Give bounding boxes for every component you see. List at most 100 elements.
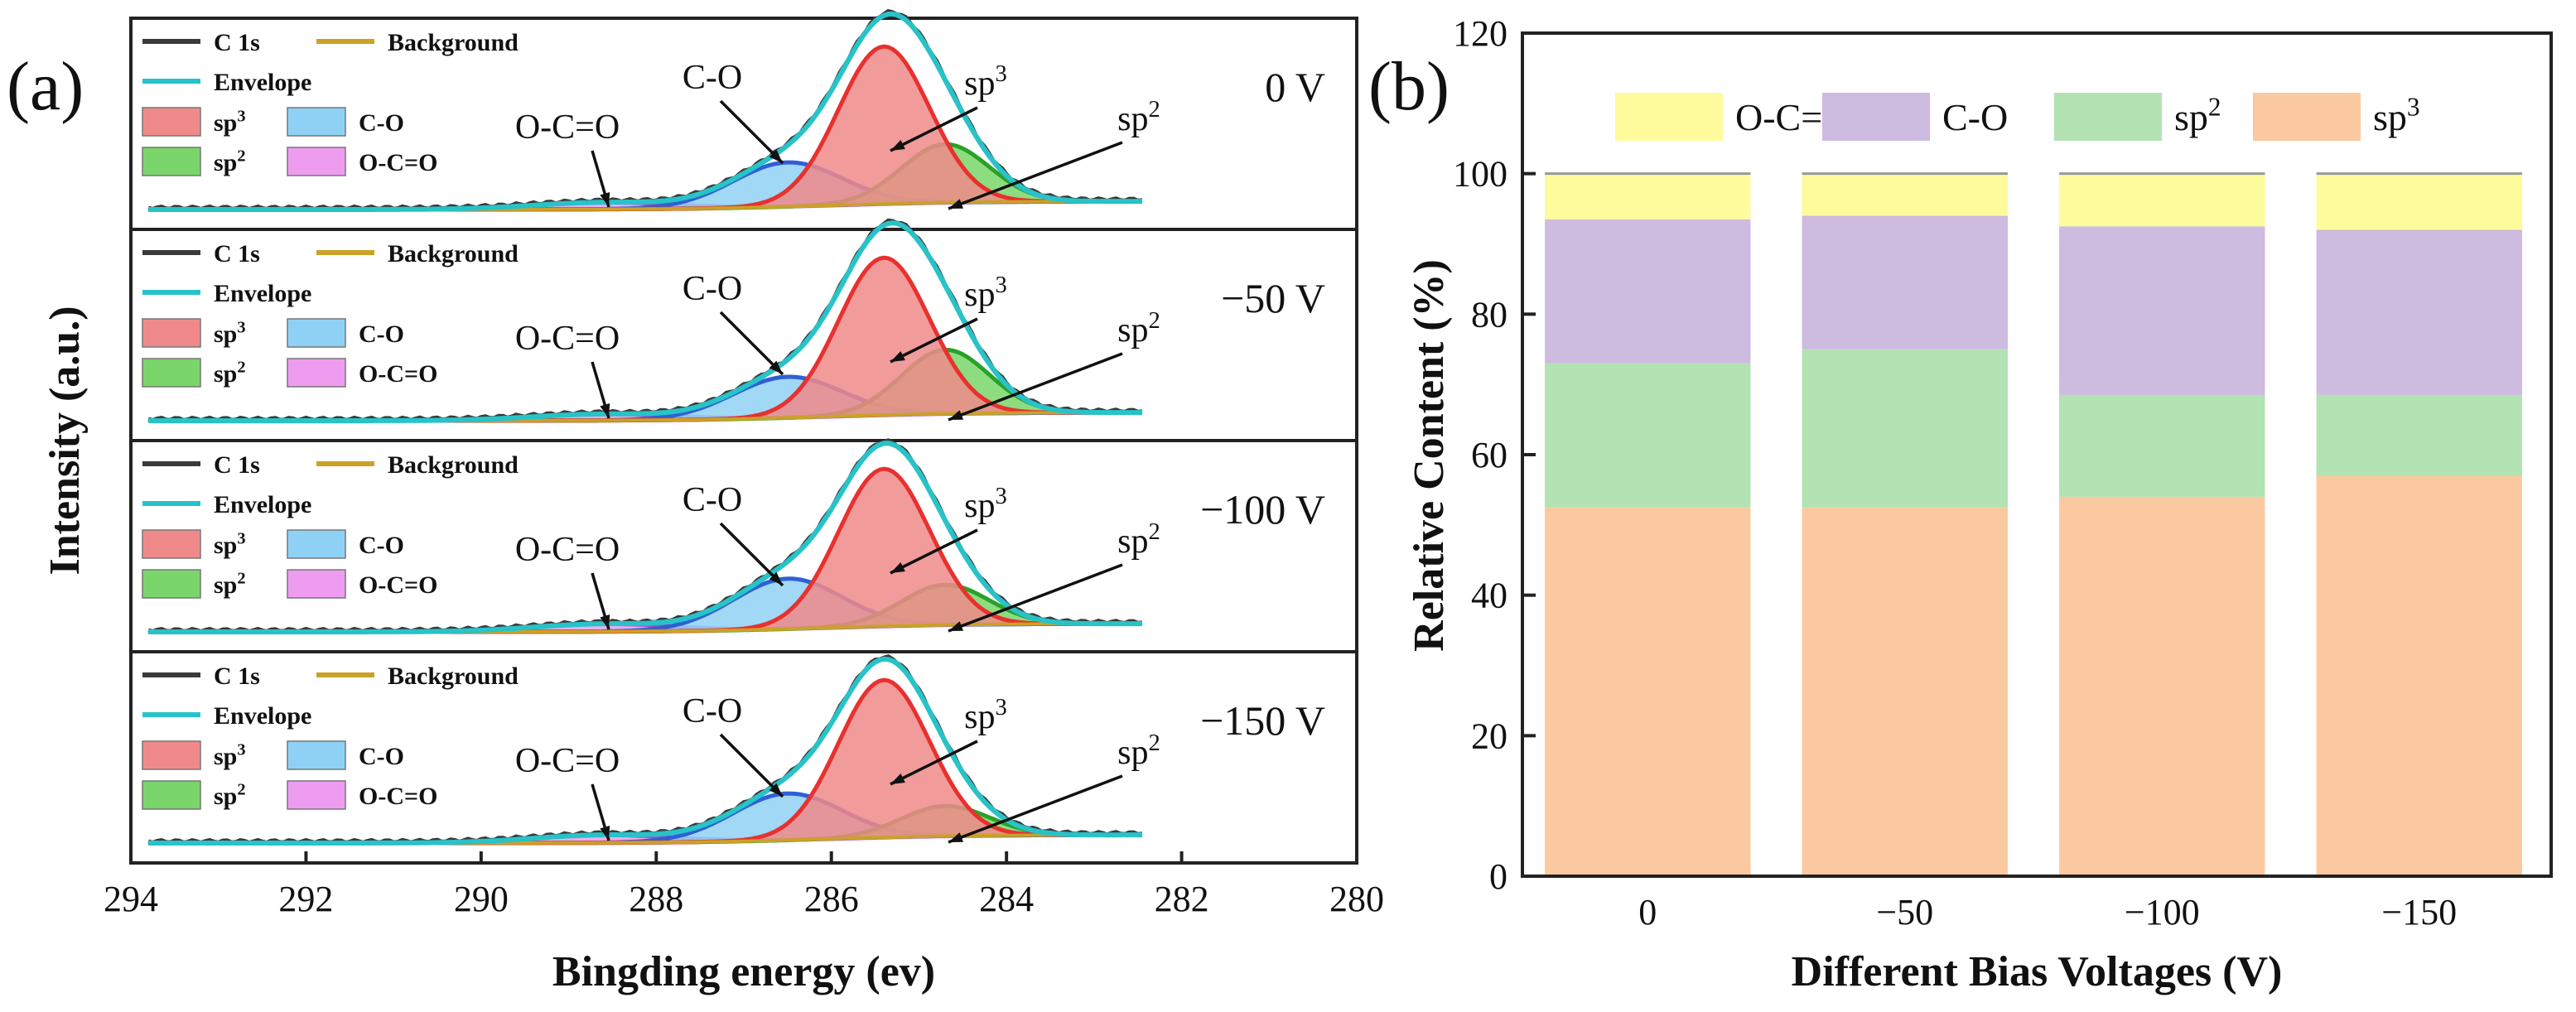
xps-x-axis: 294 292 290 288 286 284 282 280 (104, 851, 1384, 919)
panel-a-label: (a) (7, 48, 84, 125)
xps-stack: C 1s Background Envelope sp3 C-O sp2 O-C=O −100… (131, 438, 1357, 634)
legend-patch (142, 107, 201, 137)
xps-x-tick-label: 288 (629, 879, 683, 919)
xps-stack: C 1s Background Envelope sp3 C-O sp2 O-C=O 0 V s… (142, 8, 1325, 212)
xps-envelope-line (148, 220, 1142, 423)
bar-x-axis-label: Different Bias Voltages (V) (1792, 948, 2283, 995)
peak-label-oco: O-C=O (515, 108, 620, 147)
xps-x-tick-label: 284 (979, 879, 1034, 919)
xps-envelope-line (148, 11, 1142, 212)
annotation-arrow (719, 311, 784, 376)
annotation-arrowhead (890, 561, 905, 573)
legend-patch-label: sp2 (214, 781, 246, 810)
annotation-arrow (948, 352, 1123, 422)
annotation-arrow (948, 774, 1123, 844)
bar-legend-label: C-O (1942, 96, 2008, 138)
bar-legend-swatch (1822, 93, 1930, 141)
bar-segment (2059, 226, 2265, 395)
bar-legend: O-C=O C-O sp2 sp3 (1615, 93, 2420, 141)
annotation-arrowhead (890, 773, 905, 784)
peak-label-sp2: sp2 (1117, 308, 1160, 349)
xps-peak-sp3-fill (148, 46, 1143, 210)
legend-patch (142, 780, 201, 810)
xps-legend: C 1s Background Envelope sp3 C-O sp2 O-C=O (142, 663, 519, 810)
bar-segment (1802, 215, 2008, 349)
xps-peak-sp3-fill (148, 469, 1143, 632)
bar-y-tick-label: 40 (1471, 576, 1507, 616)
peak-label-co: C-O (683, 270, 742, 308)
annotation-arrow (948, 141, 1123, 210)
peak-label-oco: O-C=O (515, 531, 620, 569)
annotation-arrowhead (948, 832, 963, 842)
peak-label-sp2: sp2 (1117, 730, 1160, 772)
bar-segment (1545, 363, 1751, 508)
legend-patch (142, 569, 201, 599)
peak-label-sp3: sp3 (964, 484, 1007, 525)
xps-x-tick-label: 286 (804, 879, 859, 919)
legend-patch-label: sp2 (214, 570, 246, 599)
bar-x-tick-label: −50 (1876, 892, 1933, 932)
annotation-arrowhead (769, 149, 783, 163)
xps-legend: C 1s Background Envelope sp3 C-O sp2 O-C=O (142, 240, 519, 388)
peak-label-co: C-O (683, 481, 742, 519)
legend-patch-label: C-O (359, 320, 404, 348)
bar-legend-swatch (1615, 93, 1723, 141)
peak-label-oco: O-C=O (515, 320, 620, 358)
legend-patch-label: sp3 (214, 108, 246, 137)
legend-patch (287, 318, 346, 348)
peak-label-sp3: sp3 (964, 272, 1007, 314)
xps-bias-label: 0 V (1265, 64, 1325, 110)
bar-segment (1545, 173, 1751, 219)
legend-c1s-label: C 1s (214, 240, 260, 267)
annotation-arrowhead (600, 614, 610, 629)
xps-x-tick-label: 294 (104, 879, 158, 919)
annotation-arrowhead (600, 403, 610, 418)
xps-x-axis-label: Bingding energy (ev) (552, 948, 935, 995)
xps-stack: C 1s Background Envelope sp3 C-O sp2 O-C=O −150… (131, 650, 1357, 846)
annotation-arrowhead (600, 826, 610, 841)
legend-patch-label: C-O (359, 743, 404, 770)
peak-label-sp2: sp2 (1117, 97, 1160, 138)
bar-segment (2316, 229, 2522, 395)
legend-patch (287, 358, 346, 388)
legend-patch (287, 147, 346, 176)
annotation-arrowhead (769, 571, 783, 586)
legend-c1s-label: C 1s (214, 29, 260, 56)
bar-y-tick-label: 20 (1471, 716, 1507, 756)
annotation-arrowhead (948, 199, 963, 209)
legend-envelope-label: Envelope (214, 491, 311, 518)
bar-x-tick-label: −150 (2381, 892, 2457, 932)
legend-patch-label: sp2 (214, 147, 246, 176)
bar-segment (1802, 173, 2008, 216)
bar-segment (2059, 173, 2265, 227)
annotation-arrowhead (890, 139, 905, 151)
annotation-arrow (890, 740, 978, 786)
bar-y-axis-label: Relative Content (%) (1406, 259, 1453, 652)
bar-axes: 0 20 40 60 80 100 120 0 −50 −100 −150 (1453, 13, 2457, 932)
bar-segment (1802, 507, 2008, 876)
legend-patch (287, 569, 346, 599)
annotation-arrowhead (890, 350, 905, 362)
legend-background-label: Background (388, 240, 519, 267)
legend-patch (142, 318, 201, 348)
bar-x-tick-label: −100 (2125, 892, 2200, 932)
legend-patch (287, 740, 346, 770)
legend-patch-label: O-C=O (359, 149, 437, 176)
bar-segment (2059, 496, 2265, 876)
bar-x-tick-label: 0 (1638, 892, 1657, 932)
legend-patch-label: C-O (359, 532, 404, 559)
legend-patch-label: sp3 (214, 319, 246, 348)
bar-segment (2316, 173, 2522, 230)
xps-legend: C 1s Background Envelope sp3 C-O sp2 O-C=O (142, 451, 519, 599)
legend-patch (287, 107, 346, 137)
xps-bias-label: −50 V (1221, 275, 1325, 321)
xps-peak-sp3-fill (148, 680, 1143, 843)
bar-y-tick-label: 60 (1471, 435, 1507, 475)
xps-legend: C 1s Background Envelope sp3 C-O sp2 O-C=O (142, 29, 519, 176)
legend-envelope-label: Envelope (214, 69, 311, 96)
legend-patch-label: O-C=O (359, 360, 437, 388)
xps-bias-label: −100 V (1200, 486, 1325, 533)
legend-patch (287, 780, 346, 810)
peak-label-sp3: sp3 (964, 61, 1007, 103)
